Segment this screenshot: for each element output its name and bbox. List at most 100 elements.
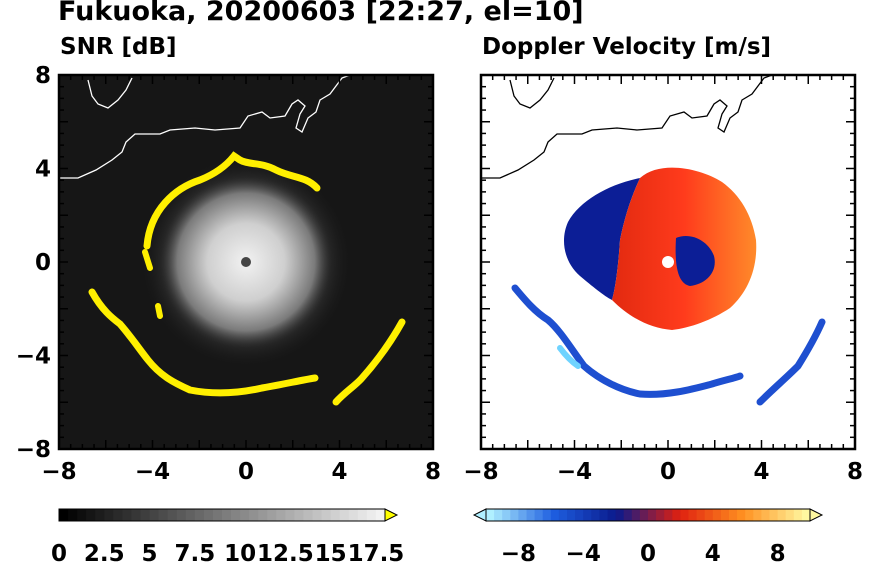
doppler-colorbar-swatch — [607, 509, 617, 521]
snr-colorbar-swatch — [321, 509, 332, 521]
doppler-colorbar: −8 −4 0 4 8 — [472, 508, 824, 567]
doppler-colorbar-swatch — [526, 509, 536, 521]
doppler-colorbar-label: 4 — [705, 541, 721, 567]
snr-x-tick-label: −4 — [135, 459, 170, 485]
snr-colorbar-label: 15 — [315, 541, 347, 567]
doppler-colorbar-swatch — [737, 509, 746, 521]
doppler-x-tick-label: −4 — [557, 459, 592, 485]
snr-axis-ticks: −8 −4 0 4 8 8 4 0 −4 −8 — [16, 63, 441, 485]
doppler-x-tick-label: 8 — [847, 459, 863, 485]
snr-y-tick-label: 8 — [35, 63, 51, 89]
doppler-colorbar-swatch — [599, 509, 608, 521]
snr-y-tick-label: 4 — [35, 157, 51, 183]
doppler-colorbar-swatch — [558, 509, 568, 521]
doppler-colorbar-label: 8 — [770, 541, 786, 567]
snr-x-tick-label: −8 — [41, 459, 76, 485]
doppler-colorbar-swatch — [753, 509, 762, 521]
doppler-colorbar-swatch — [615, 509, 625, 521]
doppler-inbound-region — [564, 178, 640, 300]
doppler-colorbar-extend-min — [472, 508, 487, 522]
doppler-colorbar-swatch — [494, 509, 503, 521]
snr-colorbar-swatch — [185, 509, 196, 521]
snr-eyewall-fragment — [142, 249, 163, 319]
snr-colorbar-swatch — [68, 509, 78, 521]
snr-colorbar-swatch — [303, 509, 314, 521]
doppler-colorbar-extend-max — [809, 508, 824, 522]
snr-colorbar-swatch — [95, 509, 105, 521]
doppler-outer-rainband-east — [756, 318, 826, 406]
snr-colorbar-swatch — [357, 509, 368, 521]
doppler-colorbar-swatch — [761, 509, 770, 521]
snr-eyewall-band — [143, 151, 321, 250]
doppler-colorbar-swatch — [688, 509, 698, 521]
snr-colorbar-swatch — [149, 509, 160, 521]
snr-colorbar-swatch — [267, 509, 277, 521]
snr-colorbar-extend-max — [384, 508, 399, 522]
snr-colorbar-swatch — [330, 509, 341, 521]
doppler-colorbar-label: −4 — [566, 541, 601, 567]
doppler-colorbar-swatch — [631, 509, 641, 521]
snr-outer-rainband-east — [332, 318, 406, 406]
doppler-colorbar-swatch — [510, 509, 519, 521]
snr-colorbar-label: 0 — [51, 541, 67, 567]
doppler-radar-site — [662, 256, 674, 268]
snr-colorbar-swatch — [276, 509, 286, 521]
snr-colorbar-frame — [58, 508, 386, 522]
snr-radar-site — [241, 257, 251, 267]
doppler-inner-inbound — [675, 236, 715, 286]
doppler-colorbar-swatch — [801, 509, 811, 521]
snr-colorbar-swatch — [312, 509, 323, 521]
doppler-colorbar-label: 0 — [640, 541, 656, 567]
doppler-colorbar-swatch — [656, 509, 665, 521]
snr-colorbar-swatch — [285, 509, 295, 521]
snr-colorbar-swatch — [104, 509, 114, 521]
doppler-coastline — [481, 75, 773, 179]
snr-x-tick-label: 0 — [238, 459, 254, 485]
doppler-colorbar-swatch — [486, 509, 495, 521]
snr-colorbar-label: 17.5 — [348, 541, 405, 567]
figure-title: Fukuoka, 20200603 [22:27, el=10] — [58, 0, 584, 27]
snr-colorbar-swatch — [194, 509, 205, 521]
doppler-colorbar-frame — [485, 508, 811, 522]
snr-x-tick-label: 4 — [331, 459, 347, 485]
doppler-colorbar-swatch — [704, 509, 714, 521]
snr-colorbar-swatch — [167, 509, 178, 521]
snr-colorbar-swatch — [240, 509, 250, 521]
snr-colorbar-label: 7.5 — [174, 541, 215, 567]
snr-colorbar-swatch — [203, 509, 214, 521]
doppler-colorbar-swatch — [648, 509, 657, 521]
doppler-colorbar-swatch — [696, 509, 706, 521]
doppler-colorbar-label: −8 — [501, 541, 536, 567]
doppler-x-tick-label: −8 — [463, 459, 498, 485]
doppler-colorbar-swatch — [567, 509, 576, 521]
doppler-colorbar-swatch — [623, 509, 633, 521]
doppler-colorbar-swatch — [729, 509, 738, 521]
snr-outer-rainband — [88, 288, 319, 397]
doppler-colorbar-swatch — [575, 509, 584, 521]
snr-y-tick-label: −8 — [16, 437, 51, 463]
doppler-colorbar-swatch — [712, 509, 722, 521]
snr-colorbar-swatch — [222, 509, 232, 521]
doppler-colorbar-swatch — [769, 509, 779, 521]
doppler-colorbar-swatch — [542, 509, 552, 521]
doppler-colorbar-swatch — [785, 509, 795, 521]
snr-panel — [57, 73, 435, 451]
snr-colorbar-swatch — [77, 509, 87, 521]
doppler-colorbar-swatch — [680, 509, 689, 521]
snr-panel-title: SNR [dB] — [60, 34, 177, 60]
snr-colorbar-swatch — [59, 509, 69, 521]
snr-coastline — [59, 75, 351, 179]
snr-colorbar-swatch — [339, 509, 350, 521]
doppler-panel — [479, 73, 857, 451]
doppler-colorbar-swatch — [550, 509, 560, 521]
snr-colorbar-swatch — [294, 509, 304, 521]
snr-colorbar-swatch — [176, 509, 187, 521]
doppler-colorbar-swatch — [745, 509, 754, 521]
doppler-colorbar-swatch — [534, 509, 544, 521]
snr-colorbar-swatch — [113, 509, 123, 521]
snr-colorbar-swatch — [140, 509, 151, 521]
snr-colorbar-label: 2.5 — [84, 541, 125, 567]
doppler-colorbar-swatch — [672, 509, 681, 521]
snr-colorbar-swatch — [375, 509, 386, 521]
snr-x-tick-label: 8 — [425, 459, 441, 485]
